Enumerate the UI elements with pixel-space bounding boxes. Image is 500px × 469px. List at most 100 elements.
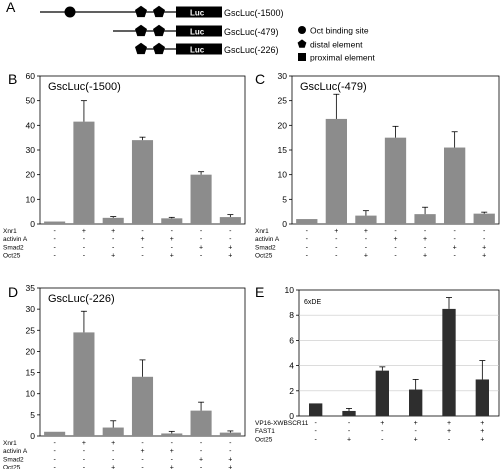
y-tick-label: 20 [278, 120, 288, 130]
bar [73, 332, 95, 436]
condition-label: Smad2 [3, 244, 24, 251]
luc-box [176, 25, 222, 37]
condition-mark: - [83, 448, 86, 455]
condition-mark: - [200, 465, 203, 469]
condition-mark: + [414, 420, 418, 427]
condition-mark: - [453, 236, 456, 243]
y-tick-label: 5 [30, 410, 35, 420]
condition-mark: - [453, 253, 456, 260]
y-tick-label: 25 [26, 325, 36, 335]
condition-mark: - [200, 448, 203, 455]
condition-label: Oct25 [255, 436, 273, 443]
condition-mark: - [53, 244, 56, 251]
condition-mark: + [447, 420, 451, 427]
condition-mark: + [111, 440, 115, 447]
construct-label: GscLuc(-479) [224, 27, 279, 37]
condition-mark: - [306, 253, 309, 260]
condition-mark: - [394, 228, 397, 235]
condition-mark: - [83, 253, 86, 260]
bar [131, 140, 154, 224]
proximal-element-mark [153, 24, 165, 37]
condition-label: Oct25 [3, 465, 21, 469]
condition-mark: - [171, 440, 174, 447]
luc-label: Luc [190, 46, 205, 55]
condition-mark: - [112, 236, 115, 243]
legend-text: proximal element [310, 53, 375, 63]
condition-mark: - [53, 228, 56, 235]
condition-mark: + [170, 236, 174, 243]
plot-frame [298, 289, 500, 417]
bar [443, 147, 466, 224]
condition-mark: + [480, 420, 484, 427]
condition-mark: + [170, 448, 174, 455]
distal-element-legend-icon [297, 39, 307, 48]
y-tick-label: 50 [26, 96, 36, 106]
condition-mark: + [480, 428, 484, 435]
condition-mark: + [111, 228, 115, 235]
y-tick-label: 6 [289, 335, 294, 345]
condition-mark: - [53, 253, 56, 260]
condition-mark: - [335, 236, 338, 243]
y-tick-label: 0 [289, 411, 294, 421]
condition-label: Oct25 [3, 253, 21, 260]
condition-mark: + [423, 236, 427, 243]
condition-mark: + [347, 436, 351, 443]
bar [44, 431, 66, 436]
bar [414, 214, 436, 224]
y-tick-label: 10 [285, 285, 295, 295]
y-tick-label: 8 [289, 310, 294, 320]
condition-mark: - [141, 228, 144, 235]
condition-mark: - [306, 244, 309, 251]
condition-mark: + [453, 244, 457, 251]
condition-label: Smad2 [3, 456, 24, 463]
y-tick-label: 0 [30, 431, 35, 441]
bar [375, 370, 389, 416]
condition-mark: - [141, 440, 144, 447]
condition-mark: + [228, 253, 232, 260]
condition-mark: - [381, 436, 384, 443]
y-tick-label: 40 [26, 120, 36, 130]
bar [442, 308, 456, 416]
y-tick-label: 20 [26, 170, 36, 180]
condition-mark: + [480, 436, 484, 443]
condition-mark: - [83, 236, 86, 243]
proximal-element-legend-icon [298, 53, 306, 61]
bar [342, 410, 356, 416]
condition-label: activin A [3, 448, 28, 455]
chart-title: 6xDE [304, 299, 321, 306]
condition-mark: + [82, 228, 86, 235]
proximal-element-mark [153, 42, 165, 55]
panel-c-letter: C [255, 71, 265, 87]
oct-element-mark [64, 6, 76, 18]
condition-mark: + [393, 236, 397, 243]
distal-element-mark [135, 24, 147, 37]
bar [219, 217, 241, 224]
condition-mark: - [229, 236, 232, 243]
condition-label: Oct25 [255, 253, 273, 260]
construct-label: GscLuc(-1500) [224, 8, 284, 18]
condition-mark: - [53, 236, 56, 243]
condition-mark: - [314, 428, 317, 435]
panel-e-letter: E [255, 284, 264, 300]
y-tick-label: 30 [278, 71, 288, 81]
condition-mark: - [335, 253, 338, 260]
condition-mark: + [140, 448, 144, 455]
condition-mark: + [228, 465, 232, 469]
distal-element-mark [135, 42, 147, 55]
condition-mark: - [483, 236, 486, 243]
y-tick-label: 20 [26, 346, 36, 356]
condition-mark: + [334, 228, 338, 235]
bar [309, 403, 323, 416]
y-tick-label: 60 [26, 71, 36, 81]
condition-mark: - [171, 456, 174, 463]
y-tick-label: 35 [26, 283, 36, 293]
luc-box [176, 43, 222, 55]
y-tick-label: 2 [289, 386, 294, 396]
condition-mark: + [199, 456, 203, 463]
bar [102, 427, 124, 436]
y-tick-label: 10 [26, 194, 36, 204]
y-tick-label: 25 [278, 96, 288, 106]
condition-mark: - [83, 465, 86, 469]
